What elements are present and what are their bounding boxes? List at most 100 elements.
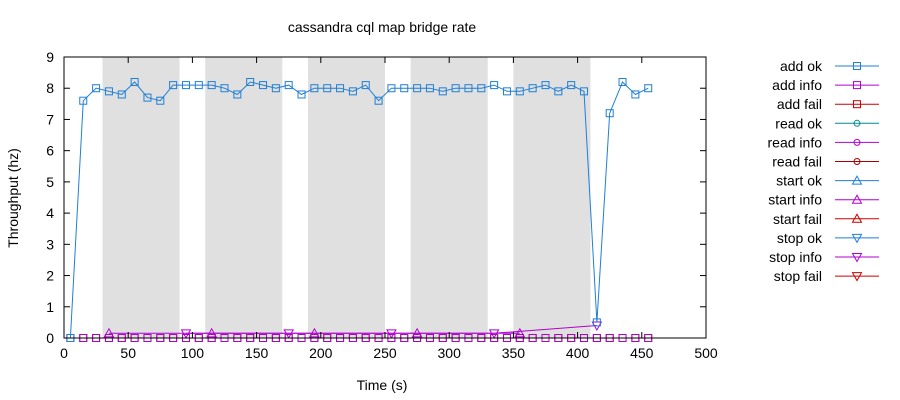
data-point-add-ok bbox=[554, 87, 563, 96]
data-point-add-ok bbox=[490, 81, 499, 90]
data-point-add-ok bbox=[631, 90, 640, 99]
x-tick-label: 250 bbox=[373, 345, 397, 361]
data-point-start-info bbox=[309, 327, 320, 338]
legend-marker-stop-info bbox=[851, 253, 863, 263]
data-point-stop-info bbox=[180, 329, 192, 339]
data-point-add-ok bbox=[374, 96, 383, 105]
legend-marker-stop-ok bbox=[851, 233, 863, 244]
x-tick-label: 350 bbox=[502, 345, 526, 361]
data-point-add-ok bbox=[104, 87, 113, 96]
x-tick-label: 200 bbox=[309, 345, 333, 361]
data-point-add-ok bbox=[220, 84, 229, 93]
data-point-add-ok bbox=[400, 84, 409, 93]
data-point-add-ok bbox=[387, 84, 396, 93]
legend-marker-start-info bbox=[851, 194, 863, 204]
data-point-add-ok bbox=[92, 84, 101, 93]
x-tick-label: 500 bbox=[694, 345, 718, 361]
data-point-add-ok bbox=[502, 87, 511, 96]
legend-marker-read-info bbox=[853, 138, 861, 146]
data-point-start-info bbox=[206, 327, 218, 338]
legend-label: read info bbox=[768, 134, 823, 150]
legend-item-start-fail: start fail bbox=[773, 211, 879, 227]
legend-label: start info bbox=[768, 192, 822, 208]
data-point-add-ok bbox=[143, 93, 152, 102]
legend-item-stop-ok: stop ok bbox=[777, 230, 879, 246]
y-tick-label: 9 bbox=[46, 49, 54, 65]
data-point-add-ok bbox=[323, 84, 332, 93]
shaded-intervals bbox=[102, 57, 591, 338]
legend-label: start fail bbox=[773, 211, 822, 227]
data-point-add-ok bbox=[413, 84, 422, 93]
legend-item-read-fail: read fail bbox=[772, 154, 879, 170]
data-point-start-info bbox=[514, 327, 526, 338]
data-point-stop-info bbox=[488, 329, 500, 339]
y-tick-label: 5 bbox=[46, 174, 54, 190]
legend-marker-start-fail bbox=[851, 213, 863, 223]
legend-item-start-info: start info bbox=[768, 192, 879, 208]
y-tick-label: 3 bbox=[46, 236, 54, 252]
data-point-start-info bbox=[103, 327, 115, 338]
legend-label: stop info bbox=[769, 249, 822, 265]
legend-label: stop ok bbox=[777, 230, 823, 246]
data-point-start-info bbox=[411, 327, 423, 338]
legend-label: add fail bbox=[777, 96, 822, 112]
legend-marker-start-ok bbox=[851, 175, 863, 185]
data-point-add-ok bbox=[605, 109, 614, 118]
legend-label: start ok bbox=[776, 173, 823, 189]
legend-label: read ok bbox=[775, 115, 823, 131]
x-tick-label: 150 bbox=[245, 345, 269, 361]
y-tick-label: 1 bbox=[46, 299, 54, 315]
x-tick-label: 0 bbox=[60, 345, 68, 361]
data-point-add-ok bbox=[515, 87, 524, 96]
legend-marker-read-fail bbox=[853, 158, 861, 165]
legend-marker-stop-fail bbox=[851, 272, 863, 282]
data-point-add-ok bbox=[233, 90, 242, 99]
x-tick-label: 100 bbox=[181, 345, 205, 361]
data-point-add-ok bbox=[336, 84, 345, 93]
data-point-add-ok bbox=[271, 84, 280, 93]
legend-marker-read-ok bbox=[853, 119, 861, 127]
data-point-add-ok bbox=[284, 81, 293, 90]
legend-item-start-ok: start ok bbox=[776, 173, 879, 189]
series-line-add-ok bbox=[69, 81, 649, 339]
legend-label: read fail bbox=[772, 154, 822, 170]
data-point-add-ok bbox=[618, 77, 627, 86]
data-point-add-ok bbox=[361, 81, 370, 90]
legend-item-read-ok: read ok bbox=[775, 115, 879, 131]
data-point-stop-info bbox=[386, 329, 397, 339]
data-point-add-ok bbox=[79, 96, 88, 105]
data-point-add-ok bbox=[541, 81, 550, 90]
data-point-add-ok bbox=[310, 84, 319, 93]
data-point-add-ok bbox=[181, 81, 190, 90]
legend-marker-add-info bbox=[853, 81, 861, 90]
legend-label: stop fail bbox=[774, 268, 822, 284]
legend-item-add-info: add info bbox=[772, 77, 879, 93]
data-point-add-ok bbox=[592, 318, 601, 327]
legend-item-add-ok: add ok bbox=[780, 58, 879, 74]
data-point-stop-info bbox=[283, 329, 295, 339]
x-axis-label: Time (s) bbox=[357, 377, 408, 393]
data-point-add-ok bbox=[477, 84, 486, 93]
y-axis-label: Throughput (hz) bbox=[5, 148, 21, 248]
legend-label: add info bbox=[772, 77, 822, 93]
shaded-interval-5 bbox=[513, 57, 591, 338]
data-point-add-ok bbox=[567, 81, 576, 90]
legend-marker-add-fail bbox=[853, 100, 861, 109]
legend-item-add-fail: add fail bbox=[777, 96, 879, 112]
shaded-interval-3 bbox=[307, 57, 385, 338]
data-point-add-ok bbox=[259, 81, 268, 90]
data-point-add-ok bbox=[117, 90, 126, 99]
data-point-add-ok bbox=[246, 77, 255, 86]
x-tick-label: 400 bbox=[566, 345, 590, 361]
axes: 0 50 100 150 200 250 300 350 400 450 500 0 1 2 3 4 5 6 7 8 9 bbox=[46, 49, 718, 361]
data-point-add-ok bbox=[297, 90, 306, 99]
legend-marker-add-ok bbox=[853, 62, 861, 70]
data-point-add-ok bbox=[156, 96, 165, 105]
data-point-add-ok bbox=[130, 77, 139, 86]
data-point-add-ok bbox=[207, 81, 216, 90]
legend-item-stop-fail: stop fail bbox=[774, 268, 879, 284]
y-tick-label: 0 bbox=[46, 330, 54, 346]
shaded-interval-4 bbox=[410, 57, 488, 338]
legend: add ok add info add fail read ok read info re… bbox=[768, 58, 879, 284]
